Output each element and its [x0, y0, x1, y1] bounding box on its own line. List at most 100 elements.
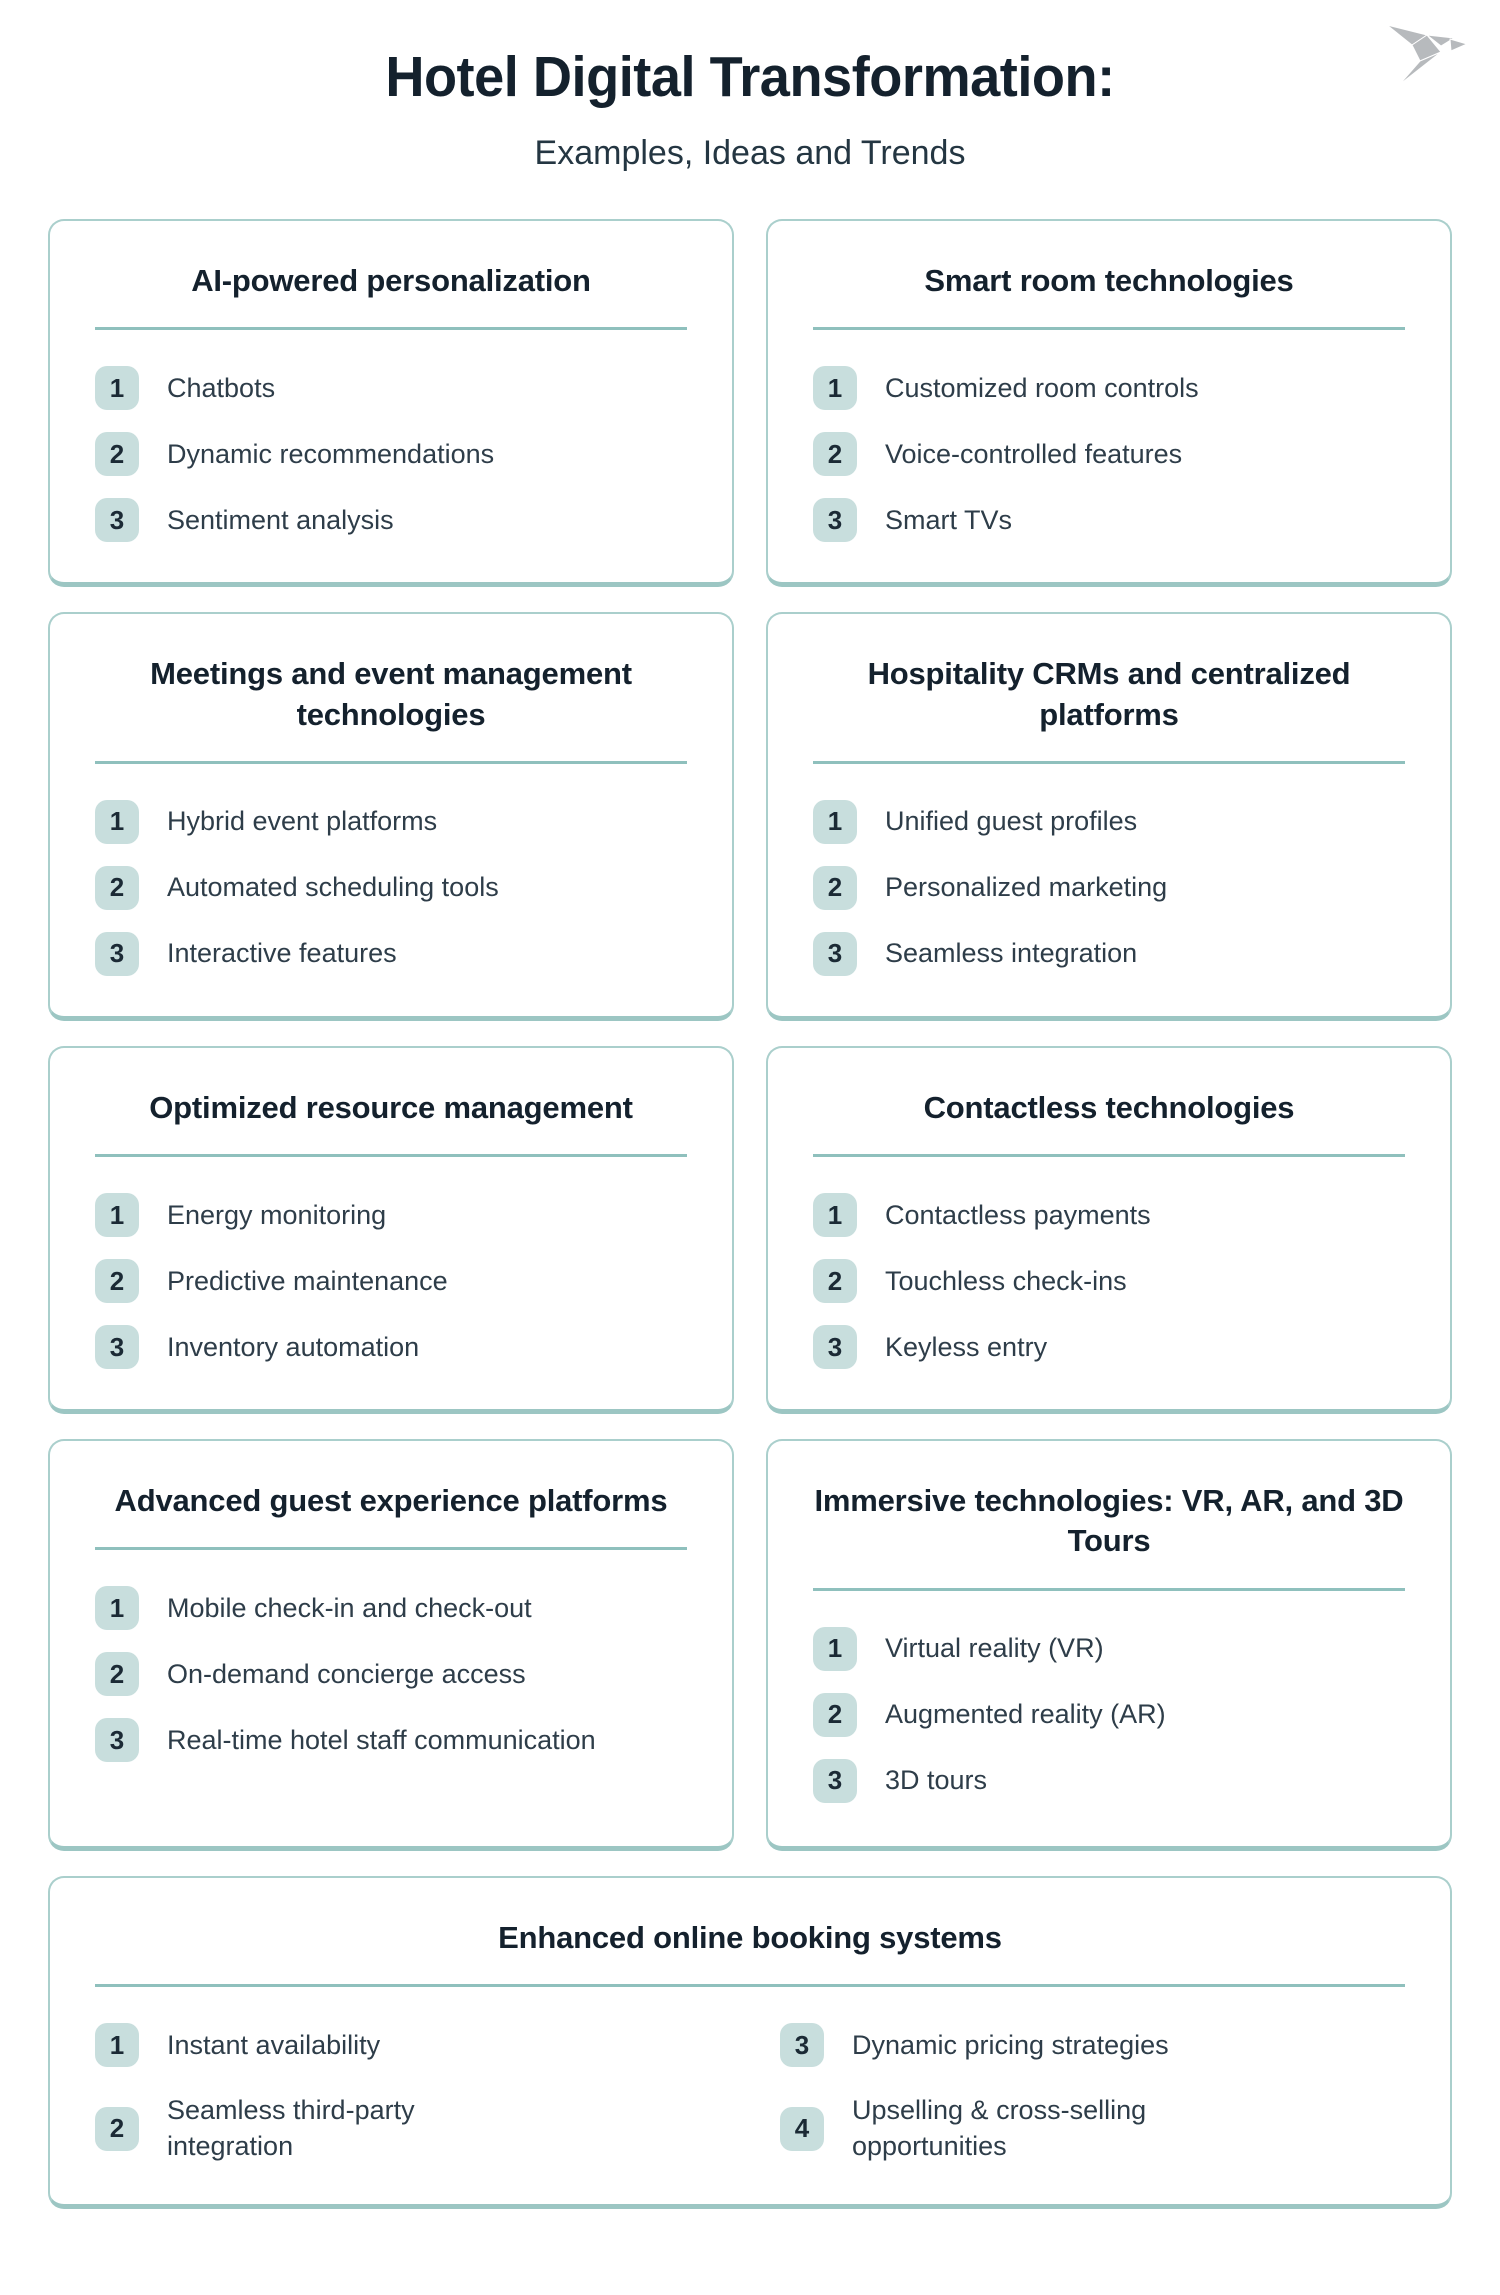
item-label: Personalized marketing [885, 872, 1168, 903]
card-title: Meetings and event management technologi… [150, 656, 632, 732]
card-optimized-resource-management: Optimized resource management 1 Energy m… [48, 1045, 734, 1415]
card-enhanced-online-booking: Enhanced online booking systems 1 Instan… [48, 1876, 1452, 2209]
card-list: 1 Virtual reality (VR) 2 Augmented reali… [813, 1626, 1405, 1803]
item-label: Instant availability [167, 2029, 381, 2060]
item-label: Energy monitoring [167, 1199, 387, 1230]
item-label: Upselling & cross-selling opportunities [852, 2095, 1147, 2161]
item-number-badge: 2 [813, 865, 857, 910]
list-item: 1 Virtual reality (VR) [813, 1626, 1405, 1671]
item-label: On-demand concierge access [167, 1658, 526, 1689]
list-item: 2 Automated scheduling tools [95, 865, 687, 910]
list-item: 2 Personalized marketing [813, 865, 1405, 910]
item-number-badge: 3 [813, 1325, 857, 1370]
card-divider [95, 760, 687, 764]
card-list: 1 Customized room controls 2 Voice-contr… [813, 366, 1405, 543]
card-title: Immersive technologies: VR, AR, and 3D T… [814, 1483, 1404, 1559]
list-item: 2 Dynamic recommendations [95, 432, 687, 477]
item-label: Smart TVs [885, 504, 1013, 535]
item-number-badge: 1 [813, 366, 857, 411]
card-ai-powered-personalization: AI-powered personalization 1 Chatbots 2 … [48, 219, 734, 588]
list-item: 2 Touchless check-ins [813, 1259, 1405, 1304]
item-number-badge: 3 [95, 931, 139, 976]
item-label: Touchless check-ins [885, 1265, 1127, 1296]
card-list: 1 Chatbots 2 Dynamic recommendations 3 S… [95, 366, 687, 543]
item-label: Voice-controlled features [885, 438, 1183, 469]
item-label: Seamless integration [885, 938, 1138, 969]
list-item: 3 Real-time hotel staff communication [95, 1718, 687, 1763]
list-item: 1 Unified guest profiles [813, 799, 1405, 844]
card-list-right: 3 Dynamic pricing strategies 4 Upselling… [780, 2023, 1405, 2163]
list-item: 3 Sentiment analysis [95, 498, 687, 543]
card-title: AI-powered personalization [191, 263, 591, 298]
list-item: 4 Upselling & cross-selling opportunitie… [780, 2093, 1405, 2163]
list-item: 3 Smart TVs [813, 498, 1405, 543]
item-label: Hybrid event platforms [167, 806, 438, 837]
item-number-badge: 1 [95, 799, 139, 844]
list-item: 2 Predictive maintenance [95, 1259, 687, 1304]
item-number-badge: 3 [95, 498, 139, 543]
card-contactless-technologies: Contactless technologies 1 Contactless p… [766, 1045, 1452, 1415]
list-item: 2 Augmented reality (AR) [813, 1692, 1405, 1737]
item-label: Augmented reality (AR) [885, 1699, 1166, 1730]
list-item: 3 3D tours [813, 1758, 1405, 1803]
page-title: Hotel Digital Transformation: [385, 45, 1115, 109]
item-number-badge: 2 [95, 2106, 139, 2151]
card-title: Smart room technologies [924, 263, 1294, 298]
list-item: 1 Customized room controls [813, 366, 1405, 411]
card-divider [95, 1547, 687, 1551]
item-label: Virtual reality (VR) [885, 1633, 1104, 1664]
item-label: 3D tours [885, 1765, 988, 1796]
card-list: 1 Mobile check-in and check-out 2 On-dem… [95, 1586, 687, 1763]
item-number-badge: 3 [813, 931, 857, 976]
cards-grid: AI-powered personalization 1 Chatbots 2 … [48, 219, 1452, 2209]
item-number-badge: 3 [780, 2023, 824, 2068]
card-list: 1 Hybrid event platforms 2 Automated sch… [95, 799, 687, 976]
card-divider [95, 327, 687, 331]
list-item: 3 Dynamic pricing strategies [780, 2023, 1405, 2068]
list-item: 1 Energy monitoring [95, 1193, 687, 1238]
item-label: Dynamic pricing strategies [852, 2029, 1169, 2060]
list-item: 3 Keyless entry [813, 1325, 1405, 1370]
item-number-badge: 1 [95, 2023, 139, 2068]
card-list: 1 Contactless payments 2 Touchless check… [813, 1193, 1405, 1370]
card-divider [813, 327, 1405, 331]
item-number-badge: 2 [813, 1692, 857, 1737]
list-item: 2 Voice-controlled features [813, 432, 1405, 477]
item-label: Unified guest profiles [885, 806, 1138, 837]
item-label: Predictive maintenance [167, 1265, 448, 1296]
card-list: 1 Energy monitoring 2 Predictive mainten… [95, 1193, 687, 1370]
card-hospitality-crms: Hospitality CRMs and centralized platfor… [766, 612, 1452, 1021]
card-title: Advanced guest experience platforms [114, 1483, 668, 1519]
card-smart-room-technologies: Smart room technologies 1 Customized roo… [766, 219, 1452, 588]
list-item: 3 Inventory automation [95, 1325, 687, 1370]
card-title: Enhanced online booking systems [498, 1920, 1002, 1956]
card-immersive-technologies: Immersive technologies: VR, AR, and 3D T… [766, 1439, 1452, 1852]
item-number-badge: 2 [95, 1652, 139, 1697]
list-item: 1 Chatbots [95, 366, 687, 411]
list-item: 1 Hybrid event platforms [95, 799, 687, 844]
item-number-badge: 2 [95, 865, 139, 910]
card-divider [813, 1154, 1405, 1158]
item-number-badge: 3 [813, 1758, 857, 1803]
item-number-badge: 1 [813, 799, 857, 844]
page-subtitle: Examples, Ideas and Trends [534, 134, 966, 172]
item-number-badge: 3 [813, 498, 857, 543]
card-title: Hospitality CRMs and centralized platfor… [867, 656, 1351, 732]
card-list: 1 Unified guest profiles 2 Personalized … [813, 799, 1405, 976]
list-item: 2 On-demand concierge access [95, 1652, 687, 1697]
item-label: Inventory automation [167, 1331, 420, 1362]
item-label: Contactless payments [885, 1199, 1151, 1230]
item-number-badge: 1 [95, 1193, 139, 1238]
origami-bird-icon [1386, 24, 1468, 86]
list-item: 3 Seamless integration [813, 931, 1405, 976]
item-label: Keyless entry [885, 1331, 1048, 1362]
item-label: Automated scheduling tools [167, 872, 499, 903]
two-column-list: 1 Instant availability 2 Seamless third-… [95, 2023, 1405, 2163]
list-item: 1 Contactless payments [813, 1193, 1405, 1238]
item-number-badge: 2 [95, 1259, 139, 1304]
item-label: Chatbots [167, 372, 276, 403]
item-label: Real-time hotel staff communication [167, 1724, 596, 1755]
card-advanced-guest-experience: Advanced guest experience platforms 1 Mo… [48, 1439, 734, 1852]
list-item: 1 Instant availability [95, 2023, 720, 2068]
